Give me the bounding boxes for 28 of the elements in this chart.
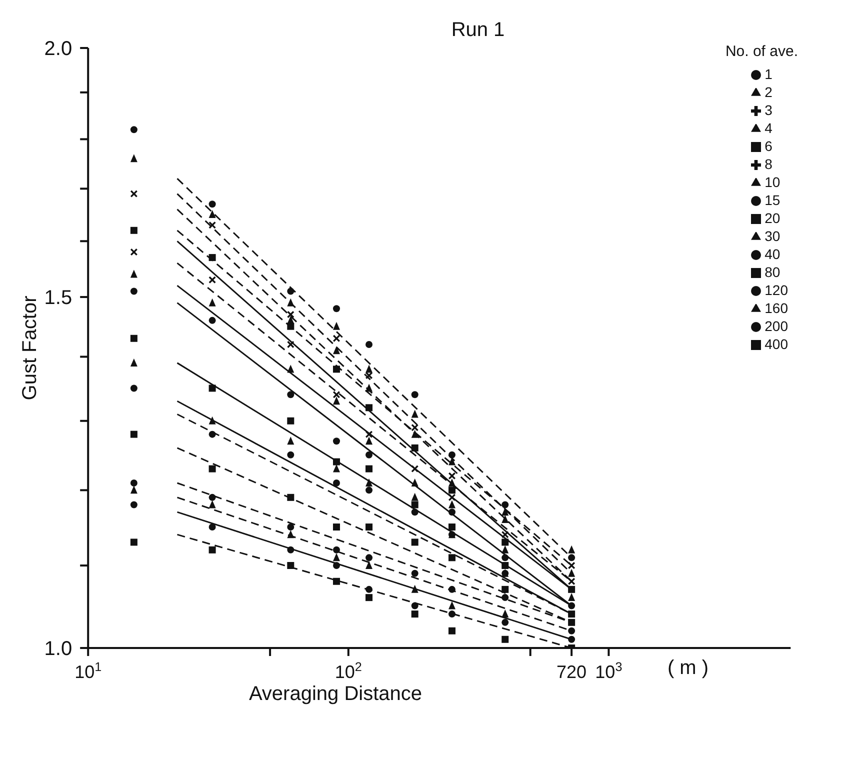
legend-label: 15 <box>764 192 780 208</box>
legend-label: 80 <box>764 264 780 280</box>
x-tick-label: 720 <box>556 662 587 682</box>
legend-label: 120 <box>764 282 788 298</box>
legend-label: 40 <box>764 246 780 262</box>
x-tick-label: 10$^{3}$ <box>595 660 622 682</box>
x-tick-label: 10$^{1}$ <box>74 660 102 682</box>
legend-label: 4 <box>764 120 772 136</box>
legend-label: 2 <box>764 84 772 100</box>
legend-label: 200 <box>764 318 788 334</box>
y-axis-title: Gust Factor <box>19 295 41 400</box>
legend-title: No. of ave. <box>725 43 798 60</box>
y-tick-label: 1.0 <box>44 638 72 660</box>
chart-title: Run 1 <box>451 19 505 41</box>
legend-label: 3 <box>764 102 772 118</box>
legend-label: 20 <box>764 210 780 226</box>
legend-label: 30 <box>764 228 780 244</box>
x-tick-label: 10$^{2}$ <box>334 660 362 682</box>
legend-label: 8 <box>764 156 772 172</box>
legend-label: 400 <box>764 336 788 352</box>
legend-label: 10 <box>764 174 780 190</box>
legend-label: 160 <box>764 300 788 316</box>
text: ( m ) <box>667 657 709 679</box>
y-tick-label: 1.5 <box>44 287 72 310</box>
legend-label: 1 <box>764 66 772 82</box>
y-tick-label: 2.0 <box>44 38 72 60</box>
legend-label: 6 <box>764 138 772 154</box>
x-axis-title: Averaging Distance <box>248 683 422 705</box>
